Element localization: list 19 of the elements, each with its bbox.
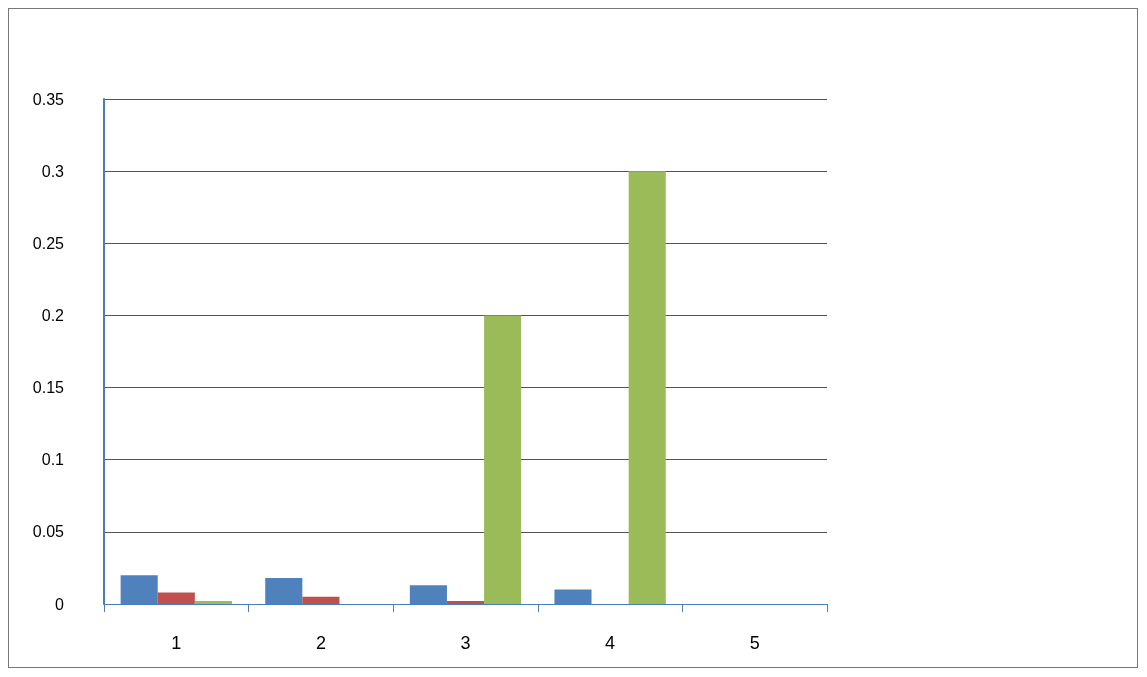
bar: [484, 315, 522, 604]
x-tick-label: 2: [315, 633, 326, 653]
y-tick-label: 0.05: [32, 523, 65, 541]
y-tick-label: 0.15: [32, 379, 65, 397]
y-tick-label: 0.2: [41, 306, 65, 324]
bar: [157, 592, 195, 604]
x-tick-label: 3: [460, 633, 471, 653]
y-tick-label: 0.35: [32, 90, 65, 108]
y-tick-label: 0: [55, 595, 65, 613]
x-tick-label: 1: [171, 633, 182, 653]
bar: [446, 601, 485, 604]
y-tick-label: 0.25: [32, 234, 65, 252]
x-tick-label: 4: [605, 633, 616, 653]
bar: [194, 601, 232, 604]
y-tick-label: 0.3: [41, 162, 65, 180]
bar: [628, 171, 666, 604]
y-tick-label: 0.1: [41, 451, 65, 469]
x-tick-label: 5: [749, 633, 760, 653]
bar: [302, 596, 340, 604]
